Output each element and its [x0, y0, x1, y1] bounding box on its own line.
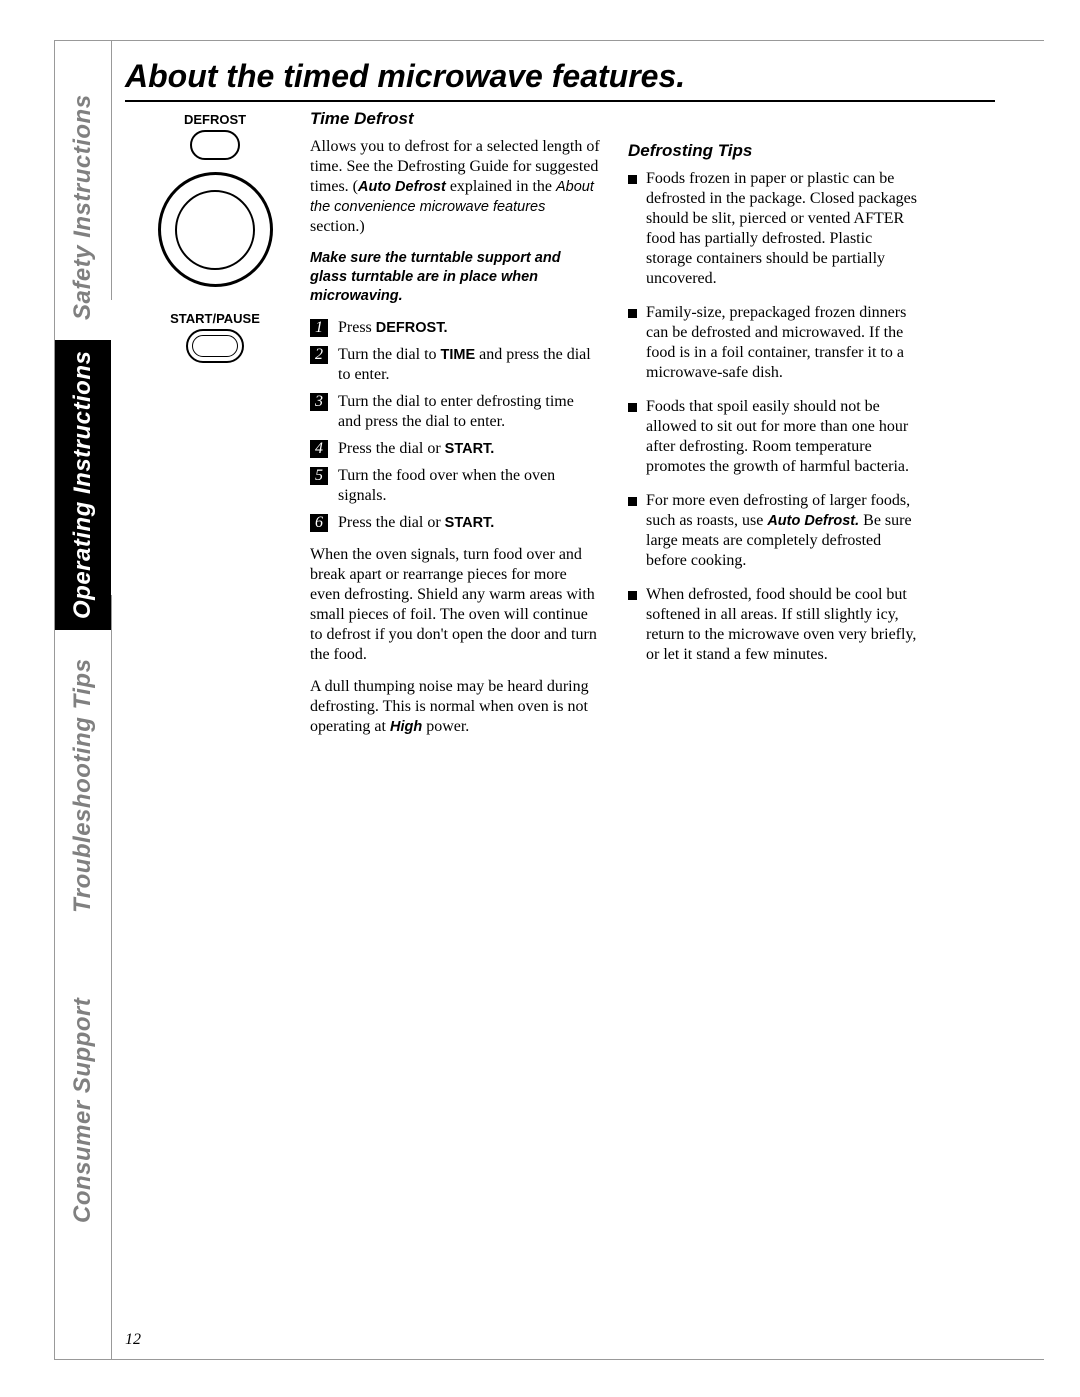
step-4: 4Press the dial or START.	[310, 439, 600, 459]
tip-3: Foods that spoil easily should not be al…	[628, 397, 918, 477]
tip-4: For more even defrosting of larger foods…	[628, 491, 918, 571]
dial-icon	[158, 172, 273, 287]
dial-inner-icon	[175, 190, 255, 270]
title-rule	[125, 100, 995, 102]
time-defrost-intro: Allows you to defrost for a selected len…	[310, 137, 600, 237]
step-5: 5Turn the food over when the oven signal…	[310, 466, 600, 506]
defrost-label: DEFROST	[140, 112, 290, 127]
side-tabs: Safety Instructions Operating Instructio…	[55, 40, 111, 1360]
step-6: 6Press the dial or START.	[310, 513, 600, 533]
page-title: About the timed microwave features.	[125, 58, 685, 95]
tab-support: Consumer Support	[55, 970, 111, 1250]
tab-operating: Operating Instructions	[55, 340, 111, 630]
tip-5: When defrosted, food should be cool but …	[628, 585, 918, 665]
control-illustration: DEFROST START/PAUSE	[140, 112, 290, 363]
step-1: 1Press DEFROST.	[310, 318, 600, 338]
tab-safety: Safety Instructions	[55, 82, 111, 332]
start-pause-button-icon	[186, 329, 244, 363]
tip-2: Family-size, prepackaged frozen dinners …	[628, 303, 918, 383]
defrost-steps: 1Press DEFROST. 2Turn the dial to TIME a…	[310, 318, 600, 533]
time-defrost-heading: Time Defrost	[310, 108, 600, 129]
defrosting-tips-column: Defrosting Tips Foods frozen in paper or…	[628, 140, 918, 679]
start-pause-label: START/PAUSE	[140, 311, 290, 326]
tip-1: Foods frozen in paper or plastic can be …	[628, 169, 918, 289]
step-3: 3Turn the dial to enter defrosting time …	[310, 392, 600, 432]
defrosting-tips-heading: Defrosting Tips	[628, 140, 918, 161]
page-number: 12	[125, 1331, 141, 1349]
tab-troubleshooting: Troubleshooting Tips	[55, 636, 111, 936]
turntable-warning: Make sure the turntable support and glas…	[310, 249, 600, 306]
thumping-noise-para: A dull thumping noise may be heard durin…	[310, 677, 600, 737]
after-signal-para: When the oven signals, turn food over an…	[310, 545, 600, 665]
defrosting-tips-list: Foods frozen in paper or plastic can be …	[628, 169, 918, 665]
defrost-button-icon	[190, 130, 240, 160]
time-defrost-column: Time Defrost Allows you to defrost for a…	[310, 108, 600, 749]
step-2: 2Turn the dial to TIME and press the dia…	[310, 345, 600, 385]
